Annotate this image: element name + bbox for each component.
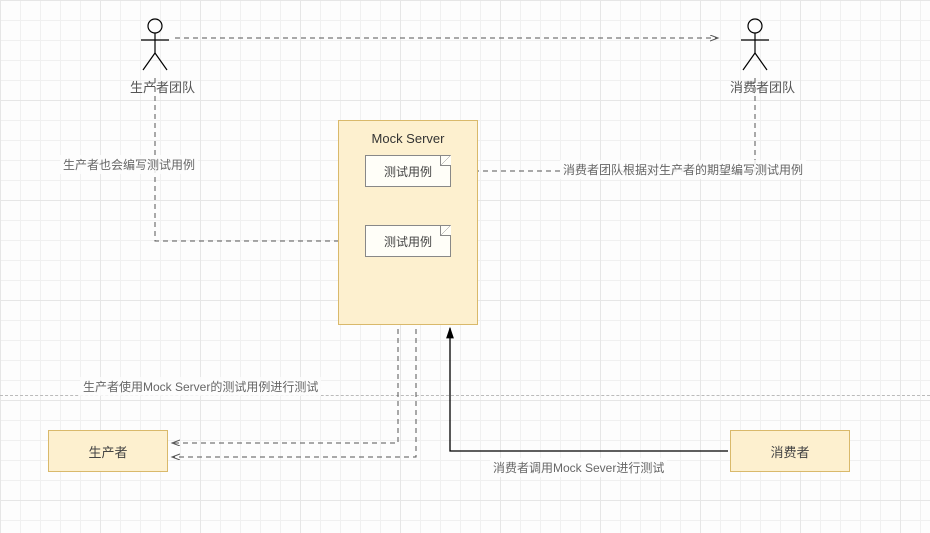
entity-producer-label: 生产者 [88,442,127,461]
actor-producer-team: 生产者团队 [130,18,180,96]
note-testcase-1: 测试用例 [365,155,451,187]
label-consumer-calls: 消费者调用Mock Sever进行测试 [490,458,667,477]
mock-server-container: Mock Server [338,120,478,325]
label-producer-writes: 生产者也会编写测试用例 [60,155,198,174]
actor-consumer-team-label: 消费者团队 [730,77,780,96]
entity-consumer-label: 消费者 [770,442,809,461]
stick-figure-icon [135,18,175,73]
label-producer-tests: 生产者使用Mock Server的测试用例进行测试 [80,377,321,396]
note-testcase-2-label: 测试用例 [384,233,432,250]
note-testcase-2: 测试用例 [365,225,451,257]
mock-server-title: Mock Server [339,131,477,146]
note-testcase-1-label: 测试用例 [384,163,432,180]
actor-consumer-team: 消费者团队 [730,18,780,96]
entity-consumer: 消费者 [730,430,850,472]
label-consumer-writes: 消费者团队根据对生产者的期望编写测试用例 [560,160,806,179]
entity-producer: 生产者 [48,430,168,472]
stick-figure-icon [735,18,775,73]
actor-producer-team-label: 生产者团队 [130,77,180,96]
